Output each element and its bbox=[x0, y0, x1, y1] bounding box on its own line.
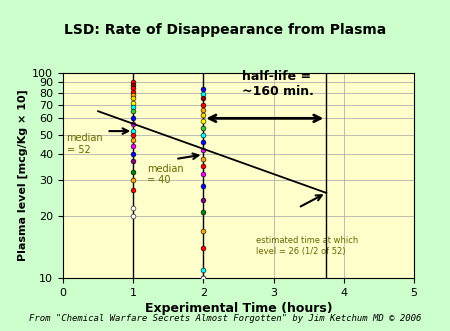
Text: From "Chemical Warfare Secrets Almost Forgotten" by Jim Ketchum MD © 2006: From "Chemical Warfare Secrets Almost Fo… bbox=[29, 314, 421, 323]
Text: half-life =
~160 min.: half-life = ~160 min. bbox=[242, 71, 314, 98]
X-axis label: Experimental Time (hours): Experimental Time (hours) bbox=[145, 302, 332, 315]
Y-axis label: Plasma level [mcg/Kg × 10]: Plasma level [mcg/Kg × 10] bbox=[18, 90, 28, 261]
Text: median
= 40: median = 40 bbox=[147, 164, 184, 185]
Text: estimated time at which
level = 26 (1/2 of 52): estimated time at which level = 26 (1/2 … bbox=[256, 236, 358, 256]
Text: median
= 52: median = 52 bbox=[67, 133, 103, 155]
Text: LSD: Rate of Disappearance from Plasma: LSD: Rate of Disappearance from Plasma bbox=[64, 23, 386, 37]
